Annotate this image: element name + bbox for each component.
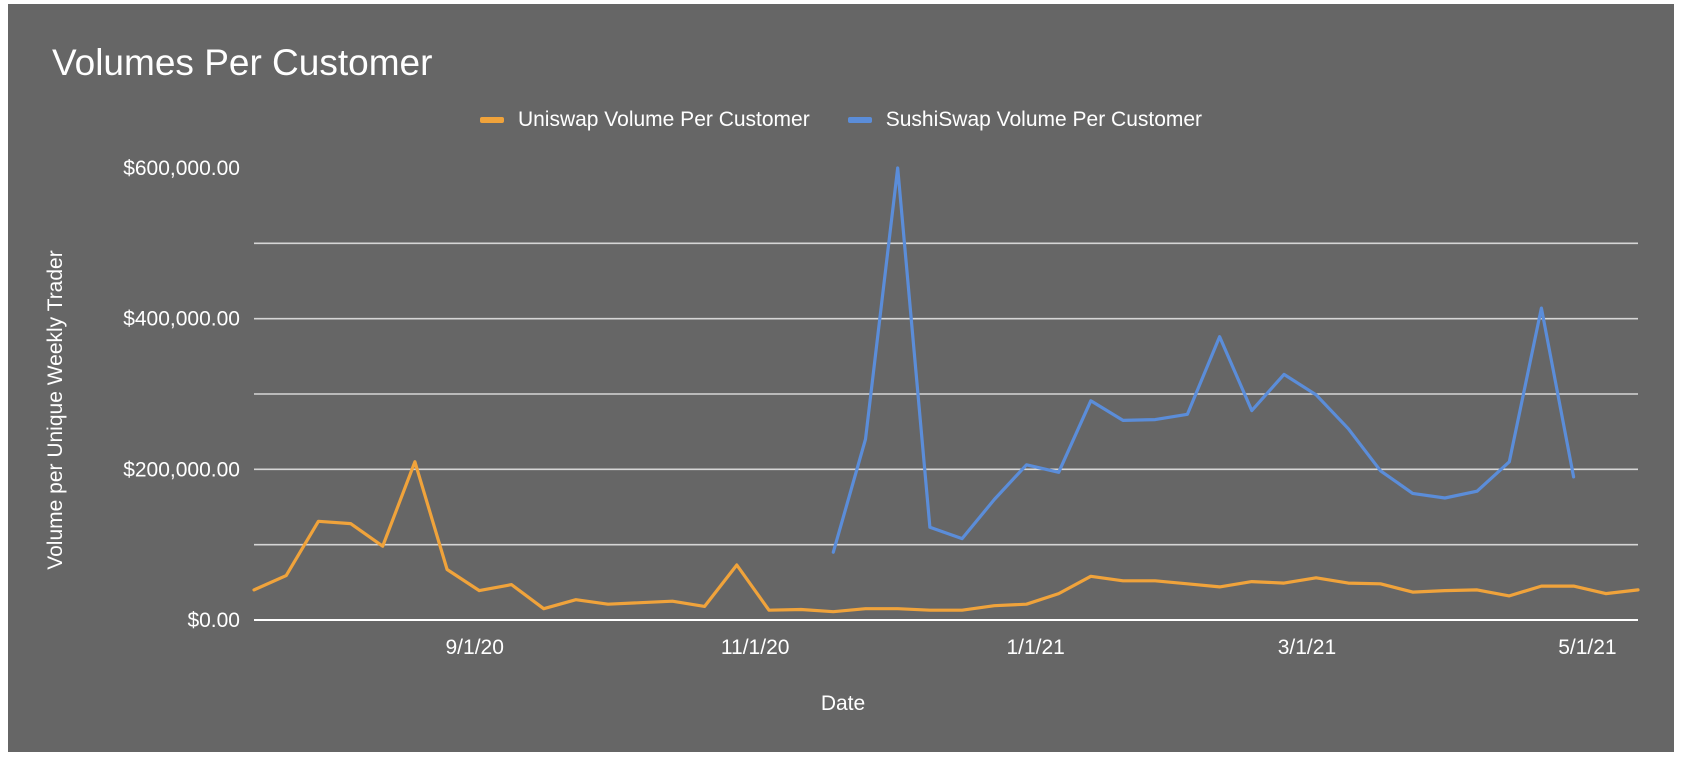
series-line-sushiswap [831,166,1576,554]
legend-label-uniswap: Uniswap Volume Per Customer [517,108,810,131]
y-tick-label: $600,000.00 [123,157,240,180]
y-tick-label: $200,000.00 [123,458,240,481]
x-tick-label: 5/1/21 [1558,636,1616,659]
x-tick-label: 11/1/20 [721,636,790,659]
x-tick-label: 1/1/21 [1006,636,1064,659]
legend-swatch-sushiswap [847,117,872,123]
y-tick-label: $0.00 [187,609,240,632]
legend: Uniswap Volume Per Customer SushiSwap Vo… [8,108,1674,132]
x-axis-label: Date [820,692,866,715]
legend-swatch-uniswap [479,117,504,123]
x-tick-label: 3/1/21 [1278,636,1336,659]
series-line-uniswap [252,460,1640,614]
chart-title: Volumes Per Customer [52,42,433,83]
x-tick-label: 9/1/20 [446,636,504,659]
legend-label-sushiswap: SushiSwap Volume Per Customer [885,108,1203,131]
y-tick-label: $400,000.00 [123,308,240,331]
chart-panel: Volumes Per Customer Uniswap Volume Per … [8,4,1674,752]
legend-item-sushiswap: SushiSwap Volume Per Customer [847,108,1203,132]
legend-item-uniswap: Uniswap Volume Per Customer [479,108,810,132]
